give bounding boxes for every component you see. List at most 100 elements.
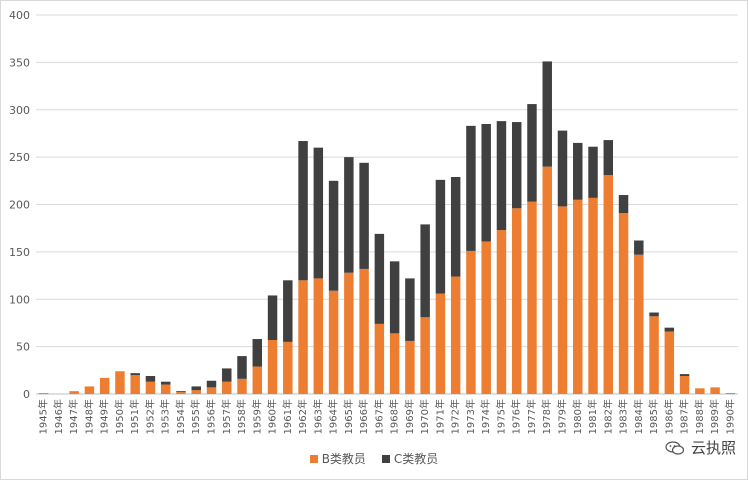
x-tick-label: 1956年 [205,399,218,434]
bar-c [405,278,415,341]
bar-c [283,280,293,342]
x-tick-label: 1964年 [327,399,340,434]
x-tick-label: 1965年 [342,399,355,434]
bar-c [145,375,156,382]
x-tick-label: 1980年 [571,399,584,434]
watermark-text: 云执照 [690,439,736,457]
bar-b [679,375,690,394]
x-tick-label: 1988年 [693,399,706,434]
x-tick-label: 1972年 [449,399,462,434]
bar-c [618,195,629,214]
bar-c [450,177,461,277]
x-tick-label: 1945年 [37,399,50,434]
x-tick-label: 1952年 [143,399,156,434]
bar-b [649,316,659,394]
bar-b [267,339,278,394]
bar-c [466,125,476,251]
bar-b [420,317,430,394]
y-tick-label: 50 [16,341,30,354]
bar-b [359,268,369,394]
x-tick-label: 1985年 [647,399,660,434]
y-tick-label: 400 [9,9,30,22]
bar-b [191,390,201,394]
bar-c [420,224,430,318]
bar-b [222,381,232,394]
x-tick-label: 1963年 [311,399,324,434]
x-tick-label: 1947年 [67,399,80,434]
legend: B类教员 C类教员 [0,450,748,467]
y-tick-label: 200 [9,199,30,212]
bar-c [252,339,263,367]
bar-c [298,141,308,281]
bar-c [527,104,537,202]
bar-b [130,375,140,394]
x-tick-label: 1959年 [250,399,263,434]
bar-b [481,241,491,394]
x-tick-label: 1971年 [433,399,446,434]
y-tick-label: 250 [9,151,30,164]
bar-b [38,393,49,394]
x-tick-label: 1955年 [189,399,202,434]
y-axis-ticks: 0 50 100 150 200 250 300 350 400 [9,9,30,401]
bar-c [511,122,522,209]
x-tick-label: 1975年 [494,399,507,434]
bar-b [588,197,598,394]
y-tick-label: 0 [23,388,30,401]
bar-b [603,175,614,394]
x-tick-label: 1984年 [632,399,645,434]
legend-swatch-b [309,454,318,463]
bar-b [176,392,186,394]
bar-b [557,206,568,394]
bar-c [649,312,659,317]
x-tick-label: 1976年 [510,399,523,434]
bar-b [466,250,476,394]
bar-b [99,377,110,394]
bar-c [206,380,217,388]
bar-b [145,381,156,394]
y-tick-label: 350 [9,56,30,69]
bar-b [496,230,507,394]
bar-c [679,374,690,376]
x-tick-label: 1968年 [388,399,401,434]
x-tick-label: 1983年 [617,399,630,434]
x-tick-label: 1950年 [113,399,126,434]
bar-b [283,341,293,394]
x-tick-label: 1966年 [357,399,370,434]
bar-b [328,290,339,394]
bar-c [664,327,675,332]
bar-c [313,147,324,279]
bar-c [344,157,354,273]
bar-b [206,387,217,394]
bar-b [634,254,644,394]
x-tick-label: 1958年 [235,399,248,434]
x-tick-label: 1973年 [464,399,477,434]
bar-c [542,61,552,167]
bar-b [511,208,522,394]
bar-b [405,340,415,394]
bar-b [710,387,720,394]
bar-b [664,331,675,394]
x-tick-label: 1977年 [525,399,538,434]
bar-b [542,166,552,394]
y-tick-label: 100 [9,293,30,306]
x-tick-label: 1990年 [723,399,736,434]
x-tick-label: 1962年 [296,399,309,434]
x-tick-label: 1951年 [128,399,141,434]
bar-c [328,180,339,291]
bar-c [176,391,186,393]
x-tick-label: 1974年 [479,399,492,434]
x-tick-label: 1978年 [540,399,553,434]
x-tick-label: 1948年 [82,399,95,434]
bar-b [69,391,79,394]
bar-c [130,373,140,376]
bar-b [389,333,400,394]
x-tick-label: 1986年 [662,399,675,434]
bar-b [237,378,247,394]
bar-b [160,384,171,394]
bars [38,61,736,394]
bar-b [527,201,537,394]
bar-c [557,130,568,207]
x-tick-label: 1949年 [98,399,111,434]
bar-b [725,393,736,394]
